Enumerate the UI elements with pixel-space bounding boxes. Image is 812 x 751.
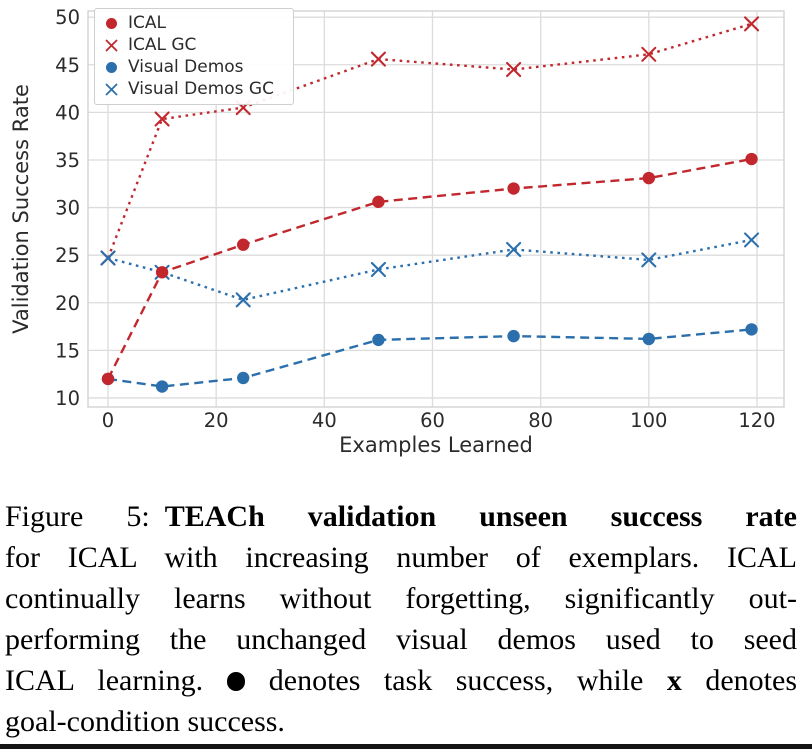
caption-text: denotes xyxy=(681,664,797,697)
caption-text: ICAL learning. xyxy=(5,664,227,697)
data-point-x xyxy=(641,252,657,268)
data-point-x xyxy=(641,46,657,62)
red-dot-marker-icon xyxy=(103,15,119,31)
series-line-visual-demos-gc xyxy=(107,238,752,302)
data-point-dot xyxy=(745,323,758,336)
data-point-x xyxy=(744,16,760,32)
data-point-x xyxy=(506,241,522,258)
caption-bold-text: x xyxy=(666,664,682,697)
caption-line: Figure 5: TEACh validation unseen succes… xyxy=(5,496,797,537)
x-tick-label: 60 xyxy=(420,409,445,432)
data-point-dot xyxy=(507,329,520,343)
y-tick-label: 25 xyxy=(55,244,80,267)
x-axis-label: Examples Learned xyxy=(339,433,533,457)
dot-glyph xyxy=(105,17,117,29)
x-tick-label: 20 xyxy=(204,409,229,432)
red-x-marker-icon xyxy=(103,37,119,53)
caption-line: continually learns without forgetting, s… xyxy=(5,578,797,619)
caption-bold-text: TEACh validation unseen success rate xyxy=(164,500,797,533)
y-tick-label: 35 xyxy=(55,149,80,172)
tick-labels: 0 20 40 60 80 100 120 10 15 20 25 30 35 40 45 50 xyxy=(55,6,775,432)
y-tick-label: 15 xyxy=(55,339,80,362)
task-success-dot-icon xyxy=(226,672,246,691)
series-visual-demos xyxy=(101,323,758,393)
y-axis-label: Validation Success Rate xyxy=(9,84,33,334)
series-line-visual-demos xyxy=(107,328,752,388)
legend-label: Visual Demos GC xyxy=(128,79,274,100)
legend-label: Visual Demos xyxy=(128,57,244,78)
x-tick-label: 0 xyxy=(102,409,114,432)
legend-entry-ical: ICAL xyxy=(103,12,285,34)
data-point-x xyxy=(235,292,251,308)
x-tick-label: 40 xyxy=(312,409,337,432)
series-ical xyxy=(101,152,758,386)
y-tick-label: 30 xyxy=(55,197,80,220)
blue-x-marker-icon xyxy=(103,82,119,98)
caption-line: goal-condition success. xyxy=(5,701,797,742)
caption-text: performing the unchanged visual demos us… xyxy=(5,623,797,656)
data-point-dot xyxy=(642,171,656,185)
caption-line: for ICAL with increasing number of exemp… xyxy=(5,537,797,578)
data-point-x xyxy=(506,61,522,78)
caption-text: Figure 5: xyxy=(5,500,165,533)
data-point-x xyxy=(100,250,116,266)
data-point-dot xyxy=(237,371,250,385)
series-line-ical xyxy=(106,157,752,380)
data-point-dot xyxy=(745,152,758,166)
caption-line: ICAL learning. denotes task success, whi… xyxy=(5,660,797,701)
chart: 0 20 40 60 80 100 120 10 15 20 25 30 35 40 45 50 Example… xyxy=(9,6,785,457)
y-tick-label: 50 xyxy=(55,6,80,29)
data-point-dot xyxy=(237,238,250,251)
chart-legend: ICAL ICAL GC Visual Demos Visual Demos G… xyxy=(94,8,294,105)
legend-entry-visual-demos-gc: Visual Demos GC xyxy=(103,79,285,101)
data-point-x xyxy=(744,232,760,248)
caption-text: continually learns without forgetting, s… xyxy=(5,582,797,615)
x-tick-label: 80 xyxy=(528,409,553,432)
figure-caption: Figure 5: TEACh validation unseen succes… xyxy=(5,496,797,742)
legend-label: ICAL xyxy=(128,12,166,33)
legend-entry-ical-gc: ICAL GC xyxy=(103,34,285,56)
data-point-dot xyxy=(101,372,115,386)
caption-text: for ICAL with increasing number of exemp… xyxy=(5,541,797,574)
data-point-dot xyxy=(642,332,656,346)
y-tick-label: 20 xyxy=(55,292,80,315)
dot-glyph xyxy=(105,62,117,74)
bottom-rule xyxy=(0,744,812,749)
legend-entry-visual-demos: Visual Demos xyxy=(103,57,285,79)
y-tick-label: 45 xyxy=(55,54,80,77)
data-point-x xyxy=(370,51,386,67)
caption-line: performing the unchanged visual demos us… xyxy=(5,619,797,660)
y-tick-label: 40 xyxy=(55,101,80,124)
x-tick-label: 120 xyxy=(738,409,775,432)
data-point-x xyxy=(370,261,386,277)
series-visual-demos-gc xyxy=(100,232,760,308)
caption-text: denotes task success, while xyxy=(245,664,667,697)
data-point-dot xyxy=(372,195,385,209)
plot-border xyxy=(87,10,785,408)
legend-label: ICAL GC xyxy=(128,34,197,55)
x-glyph xyxy=(104,39,118,52)
y-tick-label: 10 xyxy=(55,387,80,410)
data-point-dot xyxy=(507,182,520,195)
data-point-dot xyxy=(372,333,385,347)
data-point-dot xyxy=(155,266,169,279)
x-glyph xyxy=(104,83,118,97)
data-point-dot xyxy=(155,380,169,393)
blue-dot-marker-icon xyxy=(103,60,119,76)
line-chart: 0 20 40 60 80 100 120 10 15 20 25 30 35 40 45 50 Example… xyxy=(9,6,785,457)
data-point-x xyxy=(154,111,170,127)
caption-text: goal-condition success. xyxy=(5,705,285,738)
x-tick-label: 100 xyxy=(630,409,667,432)
